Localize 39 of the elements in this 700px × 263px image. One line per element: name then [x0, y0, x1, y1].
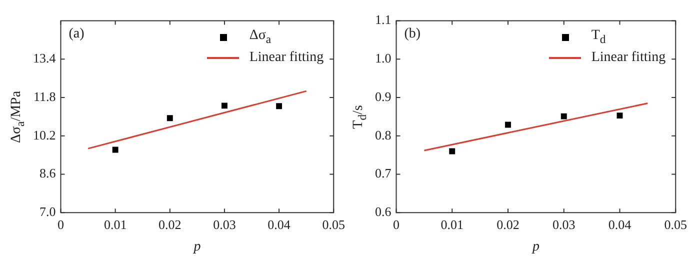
y-tick-label: 0.9 — [375, 88, 392, 104]
legend-label: Δσ$_{a}$ — [249, 28, 272, 46]
x-tick-label: 0 — [58, 216, 64, 232]
x-tick-label: 0.02 — [496, 216, 520, 232]
point — [276, 103, 282, 110]
y-tick-label: 0.6 — [375, 204, 392, 220]
x-tick-label: 0.04 — [268, 216, 291, 232]
x-tick-label: 0.02 — [158, 216, 182, 232]
legend-label: Linear fitting — [591, 50, 666, 66]
point — [505, 122, 511, 128]
point — [166, 115, 173, 122]
y-tick-label: 10.2 — [33, 127, 56, 142]
legend-label: T$_{d}$ — [591, 28, 606, 46]
y-tick-label: 7.0 — [40, 204, 56, 220]
legend-label: Linear fitting — [249, 50, 324, 66]
x-axis-title: p — [531, 239, 540, 254]
point — [560, 113, 567, 120]
y-tick-label: 13.4 — [33, 50, 56, 66]
annotation: (b) — [404, 26, 421, 42]
x-tick-label: 0.01 — [104, 216, 127, 232]
point — [616, 112, 623, 119]
x-tick-label: 0.03 — [213, 216, 236, 232]
y-tick-label: 8.6 — [40, 166, 56, 181]
y-tick-label: 11.8 — [33, 88, 56, 104]
annotation: (a) — [68, 26, 85, 42]
y-tick-label: 0.7 — [375, 166, 392, 181]
point — [222, 102, 228, 109]
y-tick-label: 1.0 — [375, 50, 392, 66]
x-axis-title: p — [192, 239, 201, 254]
x-tick-label: 0.03 — [552, 216, 576, 232]
point — [449, 148, 456, 154]
x-tick-label: 0 — [393, 216, 400, 232]
y-tick-label: 1.1 — [375, 12, 392, 28]
y-tick-label: 0.8 — [375, 127, 392, 142]
x-tick-label: 0.04 — [608, 216, 632, 232]
point — [112, 146, 118, 153]
x-tick-label: 0.01 — [440, 216, 464, 232]
x-tick-label: 0.05 — [664, 216, 687, 232]
x-tick-label: 0.05 — [322, 216, 345, 232]
